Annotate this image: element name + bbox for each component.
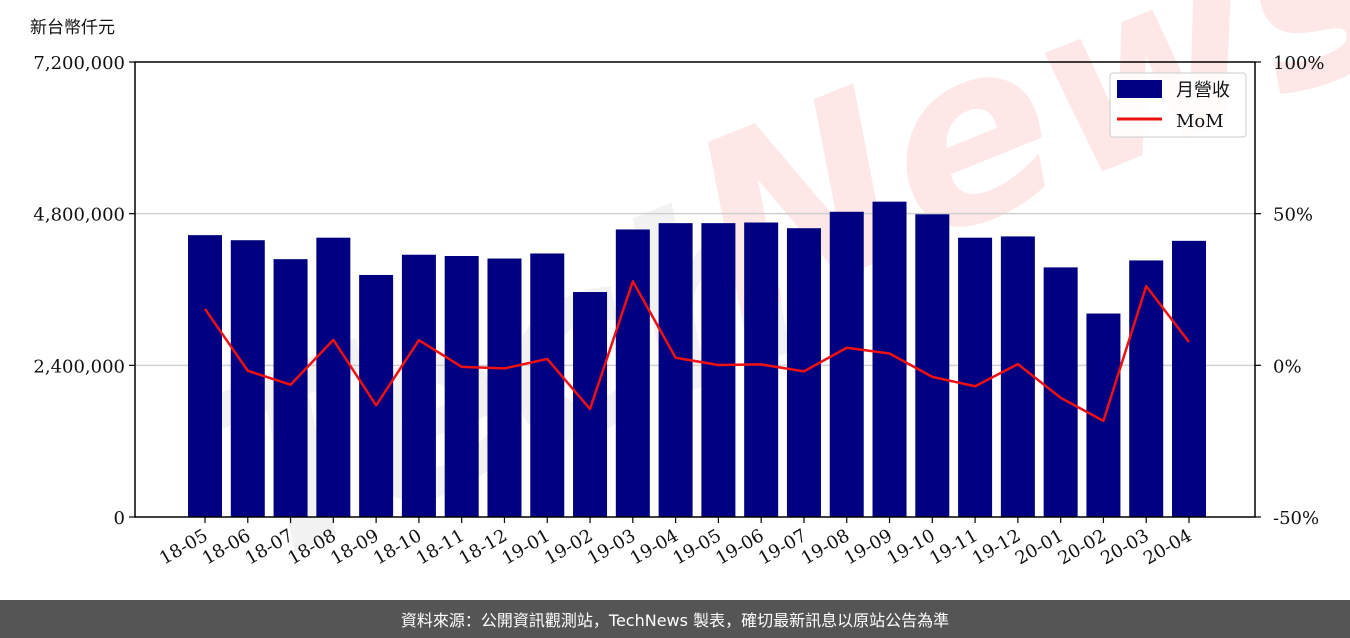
x-tick-label: 18-06	[199, 525, 254, 569]
y-axis-unit-label: 新台幣仟元	[30, 18, 115, 38]
revenue-bar	[1043, 267, 1078, 517]
x-tick-label: 19-10	[883, 525, 938, 569]
mom-line	[203, 280, 1190, 423]
plot-frame	[134, 61, 1256, 518]
x-tick-label: 19-03	[584, 525, 639, 569]
revenue-bar	[487, 258, 522, 517]
source-footer: 資料來源：公開資訊觀測站，TechNews 製表，確切最新訊息以原站公告為準	[0, 600, 1350, 638]
legend-label-mom: MoM	[1176, 111, 1224, 132]
x-tick-label: 19-01	[498, 525, 553, 569]
source-text: 資料來源：公開資訊觀測站，TechNews 製表，確切最新訊息以原站公告為準	[400, 611, 950, 630]
left-y-tick-label: 7,200,000	[33, 53, 125, 74]
x-tick-label: 20-01	[1012, 525, 1067, 569]
legend-label-revenue: 月營收	[1176, 80, 1230, 101]
revenue-bar	[1129, 260, 1164, 517]
right-y-axis: -50% 0% 50% 100%	[1255, 53, 1324, 529]
x-tick-label: 19-04	[627, 525, 682, 569]
x-tick-label: 19-02	[541, 525, 596, 569]
revenue-chart: Tech News 新台幣仟元 02,400,0004,800,0007,200…	[30, 0, 1350, 600]
legend-bar-swatch	[1117, 80, 1162, 98]
x-tick-label: 18-05	[156, 525, 211, 569]
x-tick-label: 19-12	[969, 525, 1024, 569]
x-tick-label: 20-02	[1054, 525, 1109, 569]
revenue-bar	[273, 259, 308, 517]
revenue-bar	[401, 254, 436, 518]
revenue-bar	[359, 274, 394, 517]
revenue-bar	[829, 211, 864, 518]
right-y-tick-label: -50%	[1273, 508, 1319, 529]
x-tick-label: 19-11	[926, 525, 981, 569]
legend: 月營收 MoM	[1109, 72, 1247, 138]
mom-line-series	[203, 280, 1190, 423]
revenue-bar	[1000, 236, 1035, 517]
x-tick-label: 19-06	[712, 525, 767, 569]
right-y-tick-label: 100%	[1273, 53, 1324, 74]
revenue-bar	[188, 235, 222, 517]
x-tick-label: 19-09	[841, 525, 896, 569]
right-y-tick-label: 0%	[1273, 356, 1302, 377]
x-tick-label: 20-03	[1097, 525, 1152, 569]
revenue-bar	[701, 223, 736, 518]
revenue-bar	[915, 214, 950, 517]
revenue-bar	[744, 222, 779, 517]
revenue-bar	[530, 253, 565, 517]
x-tick-label: 19-08	[798, 525, 853, 569]
left-y-tick-label: 4,800,000	[33, 205, 125, 226]
revenue-bar	[573, 292, 608, 517]
revenue-bar	[316, 237, 351, 518]
left-y-axis: 0 2,400,000 4,800,000 7,200,000	[33, 53, 135, 529]
revenue-bar	[230, 240, 265, 518]
revenue-bar	[615, 229, 650, 517]
bar-series	[188, 201, 1206, 518]
x-tick-label: 19-07	[755, 525, 810, 569]
left-y-tick-label: 0	[114, 508, 125, 529]
revenue-bar	[658, 223, 693, 518]
revenue-bar	[444, 256, 479, 517]
left-y-tick-label: 2,400,000	[33, 356, 125, 377]
revenue-bar	[1172, 240, 1206, 517]
revenue-bar	[958, 237, 993, 518]
x-tick-label: 20-04	[1140, 525, 1195, 569]
right-y-tick-label: 50%	[1273, 205, 1313, 226]
x-tick-label: 19-05	[669, 525, 724, 569]
